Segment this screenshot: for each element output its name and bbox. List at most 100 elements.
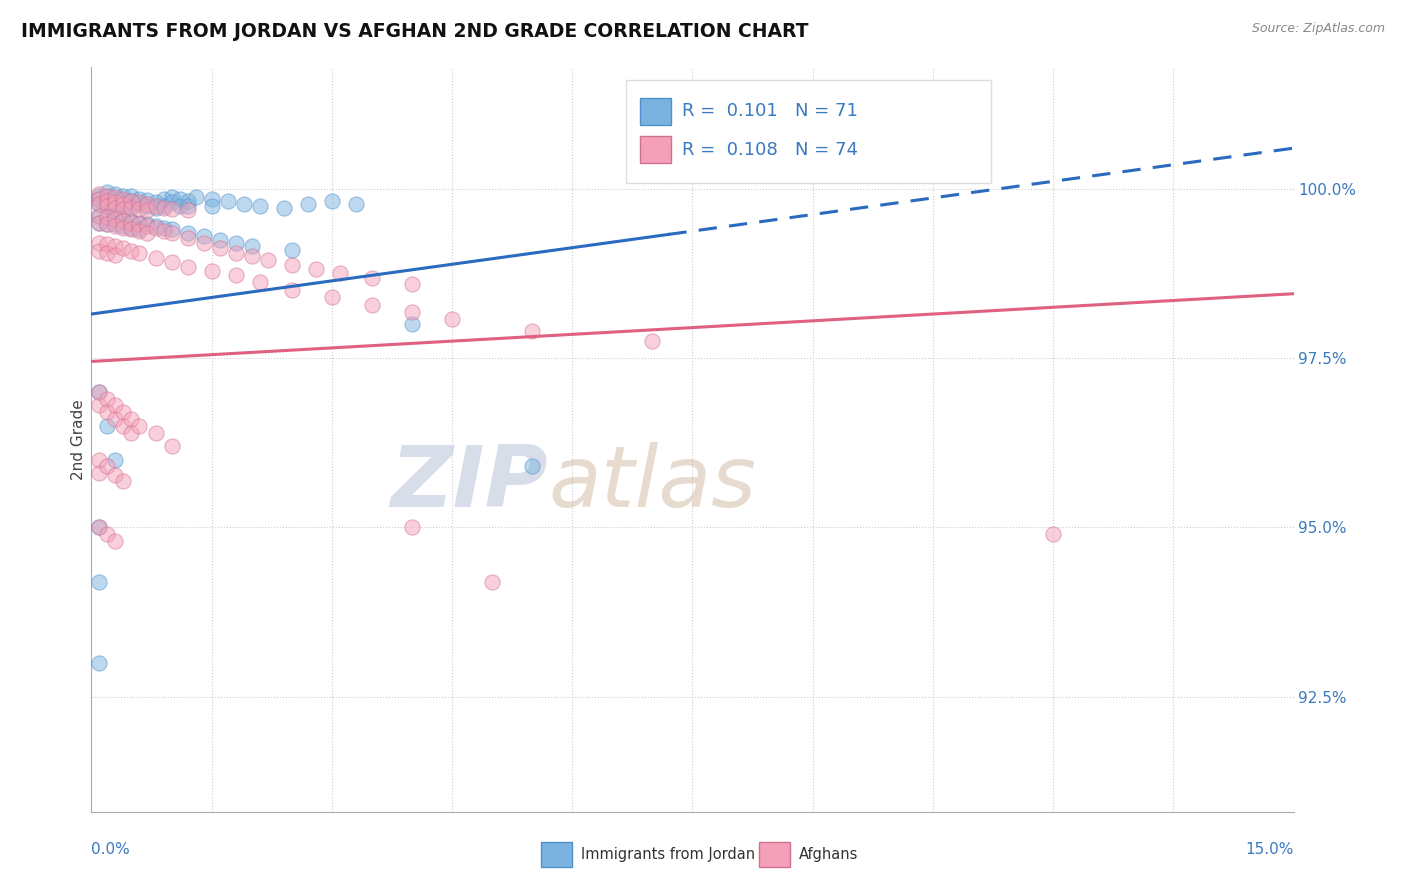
Point [208, 233, 231, 247]
Point [160, 226, 183, 240]
Point [112, 214, 135, 228]
Point [96, 199, 118, 213]
Point [96, 217, 118, 231]
Text: Immigrants from Jordan: Immigrants from Jordan [581, 847, 755, 862]
Point [1042, 527, 1064, 541]
Point [145, 251, 167, 265]
Point [104, 399, 127, 413]
Point [145, 195, 167, 210]
Point [89, 384, 111, 399]
Point [128, 222, 150, 236]
Point [305, 261, 328, 276]
Point [128, 246, 150, 260]
Point [104, 202, 127, 216]
Point [193, 235, 215, 250]
Point [481, 574, 503, 589]
Point [401, 317, 423, 331]
Point [89, 196, 111, 211]
Point [96, 459, 118, 474]
Point [176, 199, 198, 213]
Point [89, 209, 111, 223]
Point [89, 656, 111, 670]
Point [96, 199, 118, 213]
Text: atlas: atlas [548, 442, 756, 525]
Point [401, 520, 423, 534]
Point [184, 190, 207, 204]
Point [240, 239, 263, 253]
Point [112, 241, 135, 255]
Point [121, 412, 143, 426]
Point [89, 466, 111, 480]
Text: ZIP: ZIP [391, 442, 548, 525]
Point [104, 212, 127, 227]
Point [104, 190, 127, 204]
Point [201, 199, 224, 213]
Point [160, 190, 183, 204]
Point [112, 221, 135, 235]
Point [104, 219, 127, 233]
Text: 0.0%: 0.0% [91, 842, 131, 856]
Point [121, 216, 143, 230]
Point [89, 384, 111, 399]
Point [121, 199, 143, 213]
Y-axis label: 2nd Grade: 2nd Grade [70, 399, 86, 480]
Point [104, 201, 127, 215]
Point [104, 533, 127, 548]
Point [128, 216, 150, 230]
Point [112, 405, 135, 419]
Point [89, 520, 111, 534]
Point [104, 248, 127, 262]
Point [344, 196, 367, 211]
Point [121, 201, 143, 215]
Point [128, 202, 150, 216]
Point [360, 271, 382, 285]
Point [89, 188, 111, 202]
Point [96, 237, 118, 252]
Point [104, 467, 127, 482]
Point [112, 199, 135, 213]
Point [128, 192, 150, 206]
Point [96, 217, 118, 231]
Point [225, 235, 247, 250]
Point [96, 405, 118, 419]
Point [121, 425, 143, 440]
Point [152, 201, 174, 215]
Point [145, 425, 167, 440]
Point [297, 196, 319, 211]
Point [225, 268, 247, 283]
Point [176, 230, 198, 244]
Point [96, 194, 118, 208]
Text: IMMIGRANTS FROM JORDAN VS AFGHAN 2ND GRADE CORRELATION CHART: IMMIGRANTS FROM JORDAN VS AFGHAN 2ND GRA… [21, 22, 808, 41]
Point [145, 199, 167, 213]
Point [89, 235, 111, 250]
Point [89, 216, 111, 230]
Point [96, 185, 118, 199]
Text: Afghans: Afghans [799, 847, 858, 862]
Point [641, 334, 664, 348]
Point [89, 196, 111, 211]
Point [152, 224, 174, 238]
Point [89, 244, 111, 258]
Point [112, 194, 135, 208]
Point [96, 188, 118, 202]
Point [225, 246, 247, 260]
Text: R =  0.101   N = 71: R = 0.101 N = 71 [682, 103, 858, 120]
Point [136, 203, 159, 218]
Point [136, 219, 159, 233]
Point [152, 199, 174, 213]
Point [281, 284, 304, 298]
Point [96, 527, 118, 541]
Point [136, 194, 159, 208]
Point [104, 412, 127, 426]
Point [121, 194, 143, 208]
Point [249, 275, 271, 289]
Point [152, 192, 174, 206]
Point [321, 290, 343, 304]
Point [121, 194, 143, 208]
Point [104, 195, 127, 210]
Point [112, 188, 135, 202]
Point [136, 217, 159, 231]
Point [112, 475, 135, 489]
Point [522, 324, 544, 338]
Point [112, 219, 135, 233]
